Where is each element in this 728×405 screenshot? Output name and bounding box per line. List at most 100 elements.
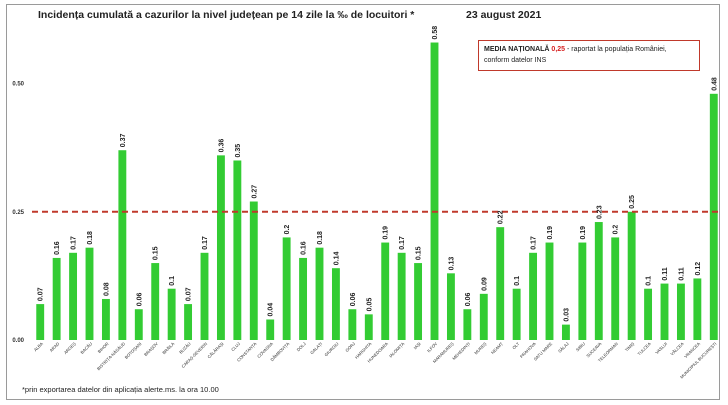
bar — [644, 288, 653, 340]
bar-value-label: 0.03 — [563, 308, 570, 322]
x-tick-label: BRĂILA — [161, 341, 175, 355]
x-tick-label: BACĂU — [79, 341, 93, 355]
bar — [167, 288, 176, 340]
x-tick-label: ILFOV — [426, 341, 438, 353]
bar-value-label: 0.06 — [136, 292, 143, 306]
x-tick-label: CĂLĂRAȘI — [206, 341, 224, 359]
y-tick-label: 0.50 — [12, 82, 24, 88]
bar — [249, 201, 258, 340]
x-tick-label: BRAȘOV — [143, 341, 159, 357]
bar-value-label: 0.17 — [202, 236, 209, 250]
x-tick-label: TIMIȘ — [624, 341, 636, 353]
note-value: 0,25 — [551, 46, 566, 53]
bar-value-label: 0.2 — [613, 225, 620, 235]
bar-value-label: 0.23 — [596, 205, 603, 219]
bar-value-label: 0.11 — [662, 267, 669, 280]
value-labels-group: 0.07 0.16 0.17 0.18 0.08 0.37 0.06 0.15 0.1 0.07 0… — [38, 26, 719, 322]
bar-value-label: 0.18 — [87, 231, 94, 245]
bar — [479, 293, 488, 340]
bar-value-label: 0.05 — [366, 298, 373, 312]
bar — [545, 242, 554, 340]
bar — [364, 314, 373, 340]
note-text-2: conform datelor INS — [484, 57, 547, 64]
x-tick-label: TULCEA — [637, 341, 652, 356]
bar-value-label: 0.14 — [333, 251, 340, 265]
bar-value-label: 0.07 — [186, 287, 193, 301]
x-labels-group: ALBA ARAD ARGEȘ BACĂU BIHORBISTRIȚA-NĂSĂUDBO… — [33, 341, 718, 380]
bar — [36, 304, 45, 340]
bar — [52, 257, 61, 340]
bar-value-label: 0.11 — [678, 267, 685, 280]
bar — [627, 211, 636, 340]
bar — [709, 93, 718, 340]
bar-value-label: 0.35 — [235, 144, 242, 158]
bar-value-label: 0.48 — [711, 77, 718, 91]
bar-value-label: 0.13 — [448, 257, 455, 271]
bar — [529, 252, 538, 340]
x-tick-label: VASLUI — [654, 341, 668, 355]
x-tick-label: BIHOR — [97, 341, 110, 354]
bar — [381, 242, 390, 340]
bar — [676, 283, 685, 340]
bar-value-label: 0.04 — [268, 303, 275, 317]
bar — [266, 319, 275, 340]
bar — [331, 268, 340, 340]
bar-value-label: 0.1 — [169, 276, 176, 286]
x-tick-label: OLT — [511, 341, 520, 350]
bar — [693, 278, 702, 340]
x-tick-label: SĂLAJ — [557, 341, 570, 354]
x-tick-label: ARGEȘ — [63, 341, 77, 355]
note-label: MEDIA NAȚIONALĂ — [484, 46, 550, 53]
bar-value-label: 0.12 — [695, 262, 702, 276]
bar-value-label: 0.09 — [481, 277, 488, 291]
x-tick-label: IAȘI — [413, 341, 422, 350]
bar-value-label: 0.1 — [646, 276, 653, 286]
bar — [69, 252, 78, 340]
bar — [315, 247, 324, 340]
bar — [282, 237, 291, 340]
x-tick-label: IALOMIȚA — [388, 341, 406, 359]
note-text-1: - raportat la populația României, — [565, 46, 667, 53]
bar-value-label: 0.17 — [531, 236, 538, 250]
chart-date: 23 august 2021 — [466, 9, 542, 21]
bar-value-label: 0.15 — [416, 246, 423, 260]
bar-value-label: 0.18 — [317, 231, 324, 245]
bar — [430, 42, 439, 341]
x-tick-label: DOLJ — [296, 341, 307, 352]
bar — [594, 222, 603, 340]
bar-value-label: 0.19 — [383, 226, 390, 240]
bar — [611, 237, 620, 340]
national-average-note: MEDIA NAȚIONALĂ 0,25 - raportat la popul… — [478, 40, 700, 71]
x-tick-label: ARAD — [49, 341, 61, 353]
y-axis: 0.00 0.25 0.50 — [12, 82, 24, 344]
bar-value-label: 0.17 — [399, 236, 406, 250]
x-tick-label: CLUJ — [230, 341, 241, 352]
bar — [200, 252, 209, 340]
bar-value-label: 0.25 — [629, 195, 636, 209]
x-tick-label: GORJ — [344, 341, 356, 353]
x-tick-label: GALAȚI — [309, 341, 323, 355]
bar-value-label: 0.17 — [71, 236, 78, 250]
bar — [101, 298, 110, 340]
bar-value-label: 0.07 — [38, 287, 45, 301]
bar-value-label: 0.06 — [350, 292, 357, 306]
bar — [134, 309, 143, 340]
bar-value-label: 0.08 — [103, 282, 110, 296]
x-tick-label: MEHEDINȚI — [451, 341, 471, 361]
x-tick-label: MUREȘ — [473, 341, 487, 355]
bars-group — [36, 42, 718, 341]
bar — [463, 309, 472, 340]
x-tick-label: ALBA — [33, 341, 44, 352]
bar — [414, 263, 423, 340]
x-tick-label: NEAMȚ — [490, 341, 504, 355]
bar-value-label: 0.1 — [514, 276, 521, 286]
bar-value-label: 0.2 — [284, 225, 291, 235]
bar-value-label: 0.19 — [547, 226, 554, 240]
bar-value-label: 0.36 — [218, 139, 225, 153]
bar — [512, 288, 521, 340]
bar — [118, 150, 127, 340]
chart-title: Incidența cumulată a cazurilor la nivel … — [38, 9, 415, 21]
bar — [660, 283, 669, 340]
bar-value-label: 0.19 — [580, 226, 587, 240]
